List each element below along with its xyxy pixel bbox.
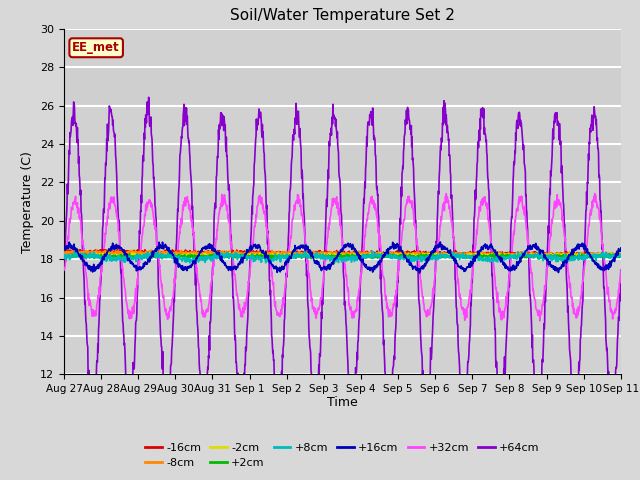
- Bar: [64, 144, 621, 182]
- Bar: [64, 221, 621, 259]
- X-axis label: Time: Time: [327, 396, 358, 408]
- Text: EE_met: EE_met: [72, 41, 120, 54]
- Bar: [64, 67, 621, 106]
- Bar: [64, 298, 621, 336]
- Bar: [64, 106, 621, 144]
- Y-axis label: Temperature (C): Temperature (C): [22, 151, 35, 252]
- Bar: [64, 29, 621, 67]
- Title: Soil/Water Temperature Set 2: Soil/Water Temperature Set 2: [230, 9, 455, 24]
- Legend: -16cm, -8cm, -2cm, +2cm, +8cm, +16cm, +32cm, +64cm: -16cm, -8cm, -2cm, +2cm, +8cm, +16cm, +3…: [141, 438, 544, 472]
- Bar: [64, 336, 621, 374]
- Bar: [64, 259, 621, 298]
- Bar: [64, 182, 621, 221]
